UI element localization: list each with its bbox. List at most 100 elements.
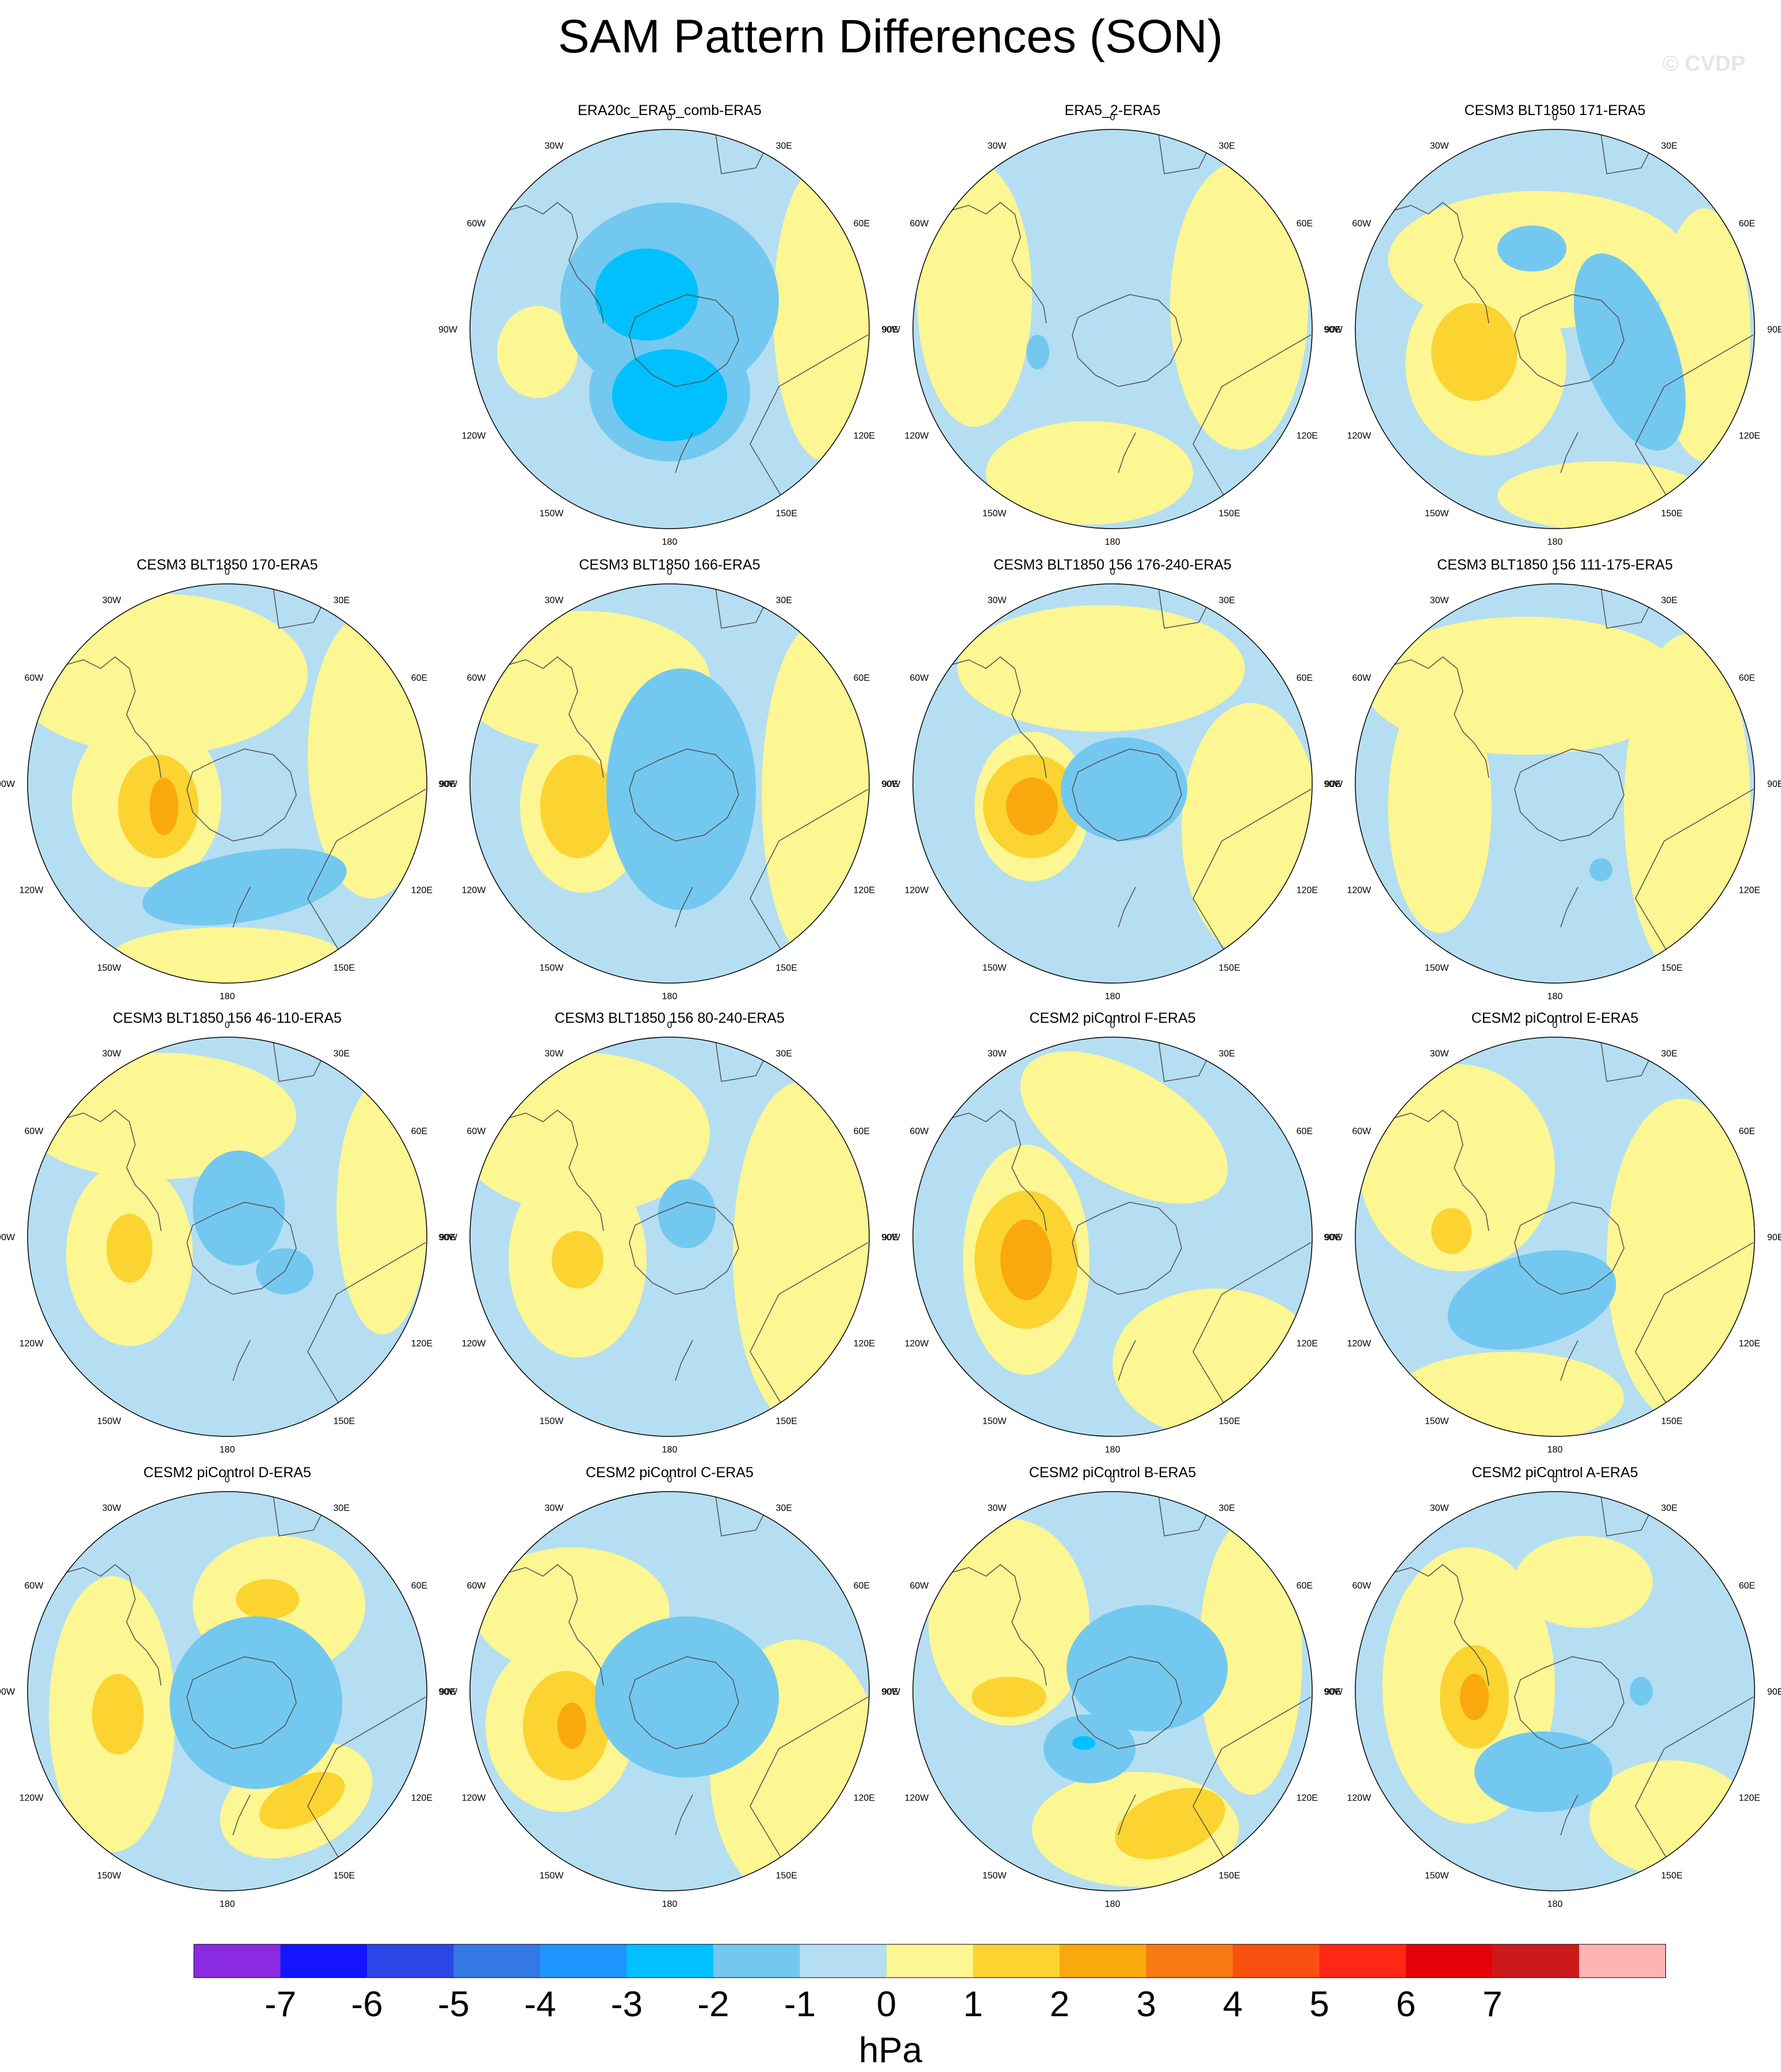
longitude-label: 90W — [1324, 1687, 1343, 1697]
colorbar-units: hPa — [858, 2031, 923, 2070]
longitude-label: 60W — [909, 1127, 929, 1137]
new-zealand-coastline — [675, 1794, 693, 1836]
longitude-label: 60W — [909, 219, 929, 229]
map-border — [27, 1491, 427, 1891]
longitude-label: 0 — [1553, 1475, 1558, 1485]
anomaly-contour — [142, 848, 347, 926]
new-zealand-coastline — [1560, 886, 1579, 928]
anomaly-contour — [337, 1081, 427, 1335]
longitude-label: 120W — [905, 1339, 930, 1349]
africa-coastline — [1600, 1041, 1653, 1082]
longitude-label: 60W — [1352, 219, 1371, 229]
longitude-label: 60W — [467, 1581, 486, 1591]
longitude-label: 120W — [905, 886, 930, 896]
anomaly-contour — [1460, 1674, 1489, 1720]
longitude-label: 90E — [882, 1687, 898, 1697]
longitude-label: 120E — [411, 886, 433, 896]
coastline — [948, 1564, 1047, 1686]
longitude-label: 90W — [438, 1687, 458, 1697]
longitude-label: 90W — [0, 779, 16, 789]
anomaly-contour — [1515, 1536, 1653, 1628]
colorbar-swatch — [626, 1944, 714, 1978]
panel-title: CESM3 BLT1850 156 111-175-ERA5 — [1437, 557, 1673, 573]
longitude-label: 180 — [662, 1899, 678, 1909]
longitude-label: 60E — [1297, 219, 1313, 229]
longitude-label: 120W — [1347, 1794, 1372, 1803]
coastline — [1390, 202, 1489, 324]
anomaly-contour — [540, 755, 615, 858]
colorbar-tick-label: 4 — [1222, 1985, 1243, 2024]
longitude-label: 180 — [1105, 1899, 1121, 1909]
new-zealand-coastline — [1118, 1340, 1136, 1381]
colorbar-tick-label: 6 — [1396, 1985, 1416, 2024]
longitude-label: 60W — [1352, 674, 1371, 683]
longitude-label: 60E — [1739, 219, 1755, 229]
polar-map-panel: 0 30E 60E 90E 120E 150E 180 150W 120W 90W 60W 30W — [0, 1475, 456, 1909]
anomaly-contour — [1630, 1677, 1653, 1706]
polar-map-panel: 0 30E 60E 90E 120E 150E 180 150W 120W 90W 60W 30W — [0, 567, 456, 1001]
colorbar-tick-label: -7 — [264, 1985, 297, 2024]
longitude-label: 180 — [662, 1445, 678, 1455]
polar-map-panel: 0 30E 60E 90E 120E 150E 180 150W 120W 90W 60W 30W — [881, 1020, 1341, 1455]
map-border — [27, 1037, 427, 1437]
coastline — [1390, 1110, 1489, 1232]
longitude-label: 0 — [1553, 1020, 1558, 1030]
longitude-label: 90W — [881, 1233, 901, 1243]
longitude-label: 120E — [1297, 431, 1318, 441]
longitude-label: 150W — [1425, 1871, 1450, 1881]
colorbar-swatch — [973, 1944, 1060, 1978]
new-zealand-coastline — [675, 1340, 693, 1381]
anomaly-contour — [1000, 1220, 1052, 1300]
antarctica-coastline — [1514, 294, 1625, 387]
australia-coastline — [1635, 789, 1754, 957]
anomaly-contour — [1394, 1352, 1624, 1436]
anomaly-contour — [112, 927, 342, 983]
longitude-label: 180 — [220, 1445, 235, 1455]
longitude-label: 60E — [854, 674, 870, 683]
africa-coastline — [715, 133, 768, 174]
panel-title: CESM2 piControl D-ERA5 — [143, 1465, 311, 1481]
longitude-label: 90E — [882, 1233, 898, 1243]
anomaly-contour — [92, 1674, 144, 1754]
coastline — [1390, 656, 1489, 778]
longitude-label: 30W — [988, 141, 1007, 151]
colorbar-tick-label: -4 — [524, 1985, 556, 2024]
longitude-label: 120E — [1297, 886, 1318, 896]
australia-coastline — [307, 789, 426, 957]
longitude-label: 120W — [20, 1794, 44, 1803]
longitude-label: 150W — [540, 509, 564, 519]
polar-map-panel: 0 30E 60E 90E 120E 150E 180 150W 120W 90W 60W 30W — [1324, 567, 1781, 1001]
longitude-label: 180 — [662, 992, 678, 1001]
anomaly-contour — [259, 1772, 345, 1829]
longitude-label: 150E — [1661, 509, 1683, 519]
longitude-label: 0 — [667, 1475, 672, 1485]
map-border — [469, 1037, 870, 1437]
longitude-label: 150W — [97, 1417, 122, 1427]
antarctica-coastline — [186, 748, 297, 842]
anomaly-contour — [1113, 1289, 1312, 1436]
panel-title: CESM2 piControl F-ERA5 — [1029, 1010, 1196, 1026]
longitude-label: 120E — [1739, 431, 1760, 441]
anomaly-contour — [917, 162, 1032, 427]
longitude-label: 120W — [1347, 1339, 1372, 1349]
australia-coastline — [1193, 1696, 1312, 1864]
anomaly-contour — [552, 1231, 603, 1289]
new-zealand-coastline — [1560, 1794, 1579, 1836]
longitude-label: 120E — [854, 886, 875, 896]
colorbar-tick-label: -3 — [610, 1985, 643, 2024]
longitude-label: 120W — [905, 431, 930, 441]
antarctica-coastline — [1514, 1656, 1625, 1749]
anomaly-contour — [1072, 1736, 1095, 1750]
longitude-label: 120E — [854, 1339, 875, 1349]
longitude-label: 30W — [545, 595, 564, 605]
polar-map-panel: 0 30E 60E 90E 120E 150E 180 150W 120W 90W 60W 30W — [438, 567, 898, 1001]
polar-map-panel: 0 30E 60E 90E 120E 150E 180 150W 120W 90W 60W 30W — [881, 113, 1341, 547]
longitude-label: 180 — [1547, 992, 1563, 1001]
longitude-label: 0 — [667, 567, 672, 577]
coastline — [1390, 1564, 1489, 1686]
colorbar-swatch — [453, 1944, 541, 1978]
antarctica-coastline — [1514, 748, 1625, 842]
antarctica-coastline — [1072, 748, 1182, 842]
longitude-label: 150E — [1661, 1871, 1683, 1881]
coastline — [948, 202, 1047, 324]
